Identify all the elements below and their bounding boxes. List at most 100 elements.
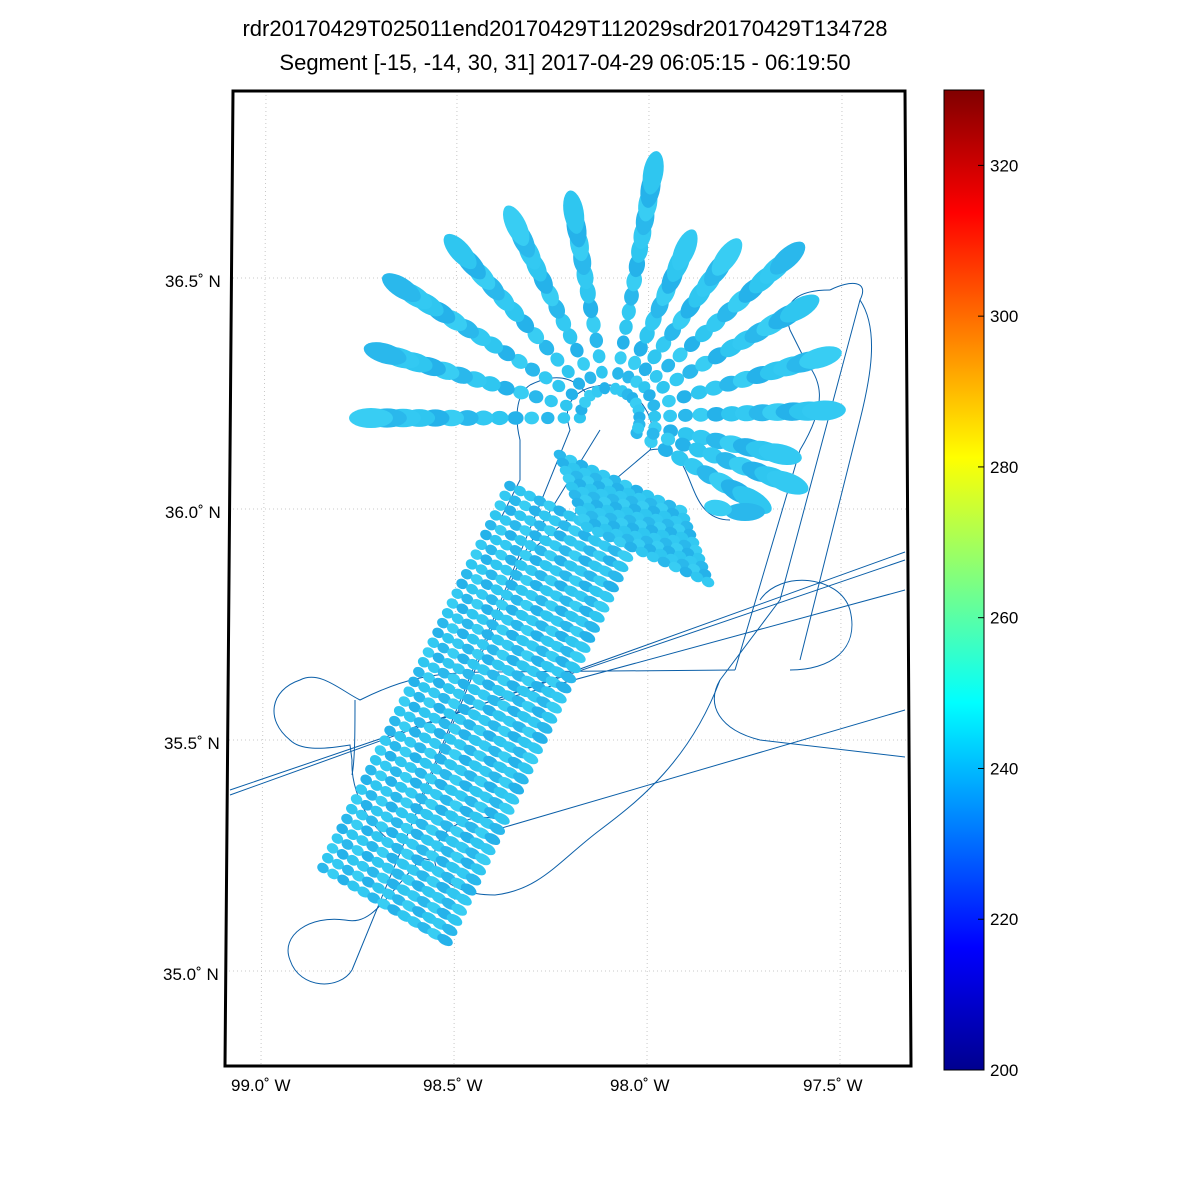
footprint	[337, 874, 350, 886]
footprint	[462, 643, 475, 655]
footprint	[676, 390, 692, 404]
footprint	[660, 432, 676, 446]
footprint	[366, 841, 379, 852]
footprint	[480, 554, 493, 565]
figure-title-line-2: Segment [-15, -14, 30, 31] 2017-04-29 06…	[279, 50, 851, 75]
footprint	[479, 843, 496, 856]
footprint	[372, 882, 386, 894]
footprint	[648, 410, 662, 423]
footprint	[471, 649, 485, 660]
footprint	[678, 408, 693, 422]
footprint	[568, 489, 582, 501]
footprint	[675, 437, 691, 452]
footprint	[457, 653, 470, 665]
footprint	[672, 347, 688, 363]
footprint	[569, 651, 586, 664]
footprint	[437, 933, 453, 947]
footprint	[317, 862, 329, 874]
footprint	[657, 556, 671, 568]
longitude-tick-labels: 99.0˚ W 98.5˚ W 98.0˚ W 97.5˚ W	[231, 1076, 863, 1095]
grid-line	[839, 91, 843, 1066]
footprint	[642, 151, 664, 195]
footprint	[669, 372, 685, 387]
footprint	[565, 661, 581, 674]
footprint	[508, 782, 525, 795]
footprint	[498, 802, 515, 815]
footprint	[517, 762, 534, 775]
footprint	[556, 457, 570, 469]
footprint	[424, 747, 438, 759]
footprint	[538, 339, 555, 356]
footprint	[524, 411, 539, 425]
footprint	[461, 618, 474, 630]
footprint	[390, 791, 403, 803]
footprint	[370, 805, 383, 817]
footprint	[405, 838, 420, 850]
footprint	[561, 365, 575, 379]
footprint	[356, 860, 370, 872]
footprint	[524, 540, 538, 552]
footprint	[395, 832, 410, 845]
footprint	[434, 753, 448, 765]
footprint	[507, 411, 524, 425]
footprint	[391, 868, 406, 880]
footprint	[418, 707, 431, 718]
footprint	[427, 662, 440, 674]
footprint	[379, 760, 392, 772]
footprint	[375, 770, 388, 782]
footprint	[437, 667, 450, 679]
footprint	[514, 559, 528, 571]
footprint	[394, 731, 407, 742]
footprint	[649, 370, 663, 383]
footprint	[633, 340, 648, 357]
footprint	[384, 725, 396, 737]
footprint	[418, 682, 431, 693]
lat-tick-label: 35.5˚ N	[164, 734, 220, 753]
footprint	[614, 351, 627, 365]
lon-tick-label: 98.0˚ W	[610, 1076, 670, 1095]
footprint	[560, 399, 573, 412]
footprint	[497, 380, 515, 396]
footprint	[466, 583, 479, 595]
footprint	[484, 519, 497, 531]
footprint	[460, 568, 473, 580]
footprint	[389, 715, 401, 727]
footprint	[758, 443, 802, 465]
footprint	[446, 598, 459, 609]
footprint	[562, 328, 578, 345]
footprint	[409, 777, 423, 789]
footprint	[418, 732, 432, 744]
flight-track	[229, 282, 906, 985]
footprint	[342, 864, 355, 876]
footprint	[638, 362, 652, 377]
footprint	[494, 500, 507, 511]
footprint	[509, 545, 523, 556]
footprint	[456, 628, 470, 640]
footprint	[456, 893, 472, 906]
footprint	[519, 525, 533, 536]
footprint	[571, 497, 585, 509]
grid-line	[260, 91, 267, 1066]
footprint	[613, 536, 627, 548]
footprint	[390, 817, 404, 829]
footprint	[523, 490, 537, 502]
footprint	[341, 813, 353, 825]
footprint	[484, 832, 501, 846]
footprint	[504, 480, 516, 492]
footprint	[457, 678, 471, 690]
footprint	[624, 541, 638, 553]
footprint	[461, 593, 474, 605]
footprint	[447, 673, 461, 685]
footprint	[462, 693, 476, 706]
footprint	[452, 638, 465, 650]
footprint	[365, 790, 378, 801]
footprint	[419, 783, 433, 795]
footprint	[408, 701, 421, 713]
footprint	[361, 825, 374, 837]
footprint	[480, 529, 492, 541]
footprint	[369, 755, 382, 766]
footprint	[486, 619, 500, 631]
footprint	[705, 380, 724, 396]
footprint	[452, 663, 465, 675]
footprint	[573, 412, 586, 424]
